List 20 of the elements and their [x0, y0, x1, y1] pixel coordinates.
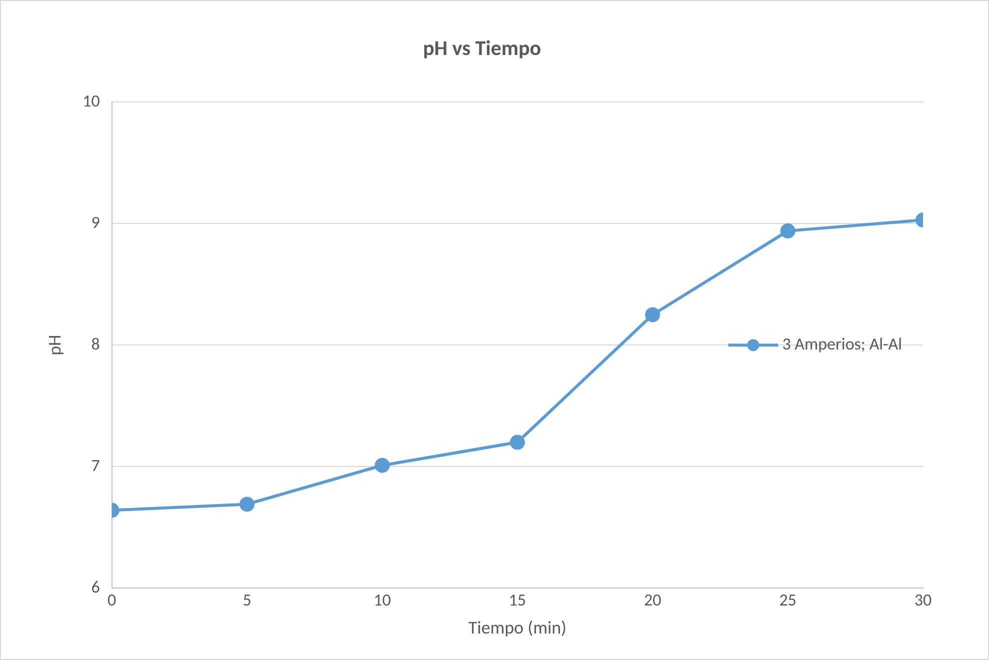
point: [240, 496, 255, 512]
y-tick-label: 8: [91, 333, 100, 354]
y-tick-label: 9: [91, 212, 100, 233]
chart-title: pH vs Tiempo: [422, 34, 542, 61]
x-tick-label: 20: [644, 589, 662, 610]
x-tick-label: 15: [508, 589, 526, 610]
x-tick-label: 25: [779, 589, 796, 610]
y-tick-label: 6: [91, 576, 100, 598]
x-tick-label: 0: [108, 589, 117, 610]
x-tick-label: 30: [914, 589, 932, 610]
point: [374, 458, 390, 473]
x-axis-title: Tiempo (min): [468, 616, 566, 639]
y-tick-label: 10: [82, 90, 100, 112]
y-tick-label: 7: [91, 454, 100, 476]
x-tick-label: 10: [374, 589, 392, 610]
legend-label: 3 Amperios; Al-Al: [782, 333, 902, 354]
y-axis-title: pH: [43, 334, 66, 356]
point: [510, 434, 525, 450]
x-tick-label: 5: [242, 589, 252, 610]
point: [645, 307, 660, 322]
